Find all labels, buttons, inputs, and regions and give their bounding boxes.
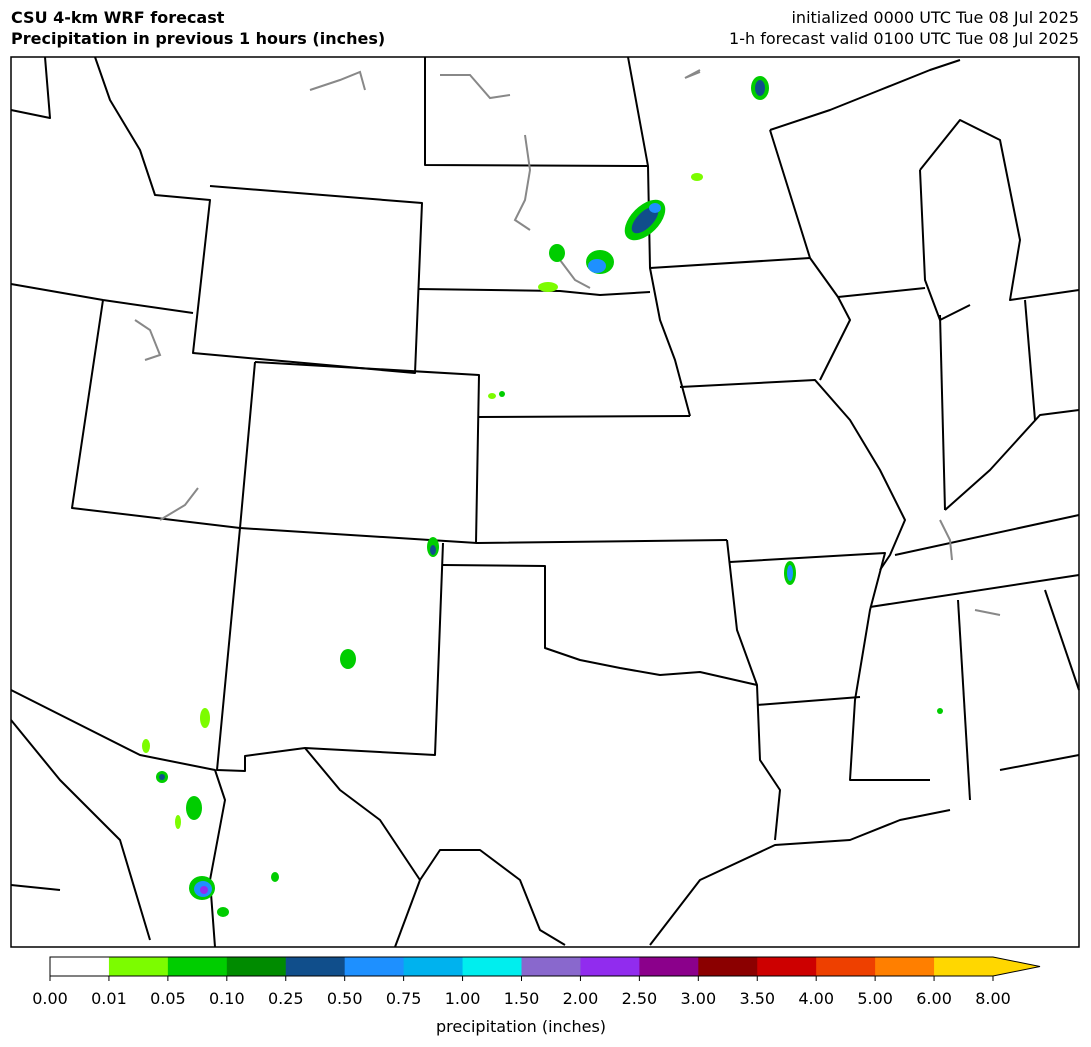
color-bin [403,957,464,976]
tick-label: 0.50 [327,989,363,1008]
subtitle: Precipitation in previous 1 hours (inche… [11,29,385,48]
color-bin [580,957,640,976]
colorbar-outline [49,956,1041,977]
colorbar: 0.00 0.01 0.05 0.10 0.25 0.50 0.75 1.00 1.50 2.00… [32,956,1041,1008]
tick-label: 0.05 [150,989,186,1008]
map [10,56,1080,948]
color-bin [285,957,346,976]
color-bin [816,957,876,976]
tick-label: 0.75 [386,989,422,1008]
tick-label: 3.00 [681,989,717,1008]
color-bin [462,957,522,976]
tick-label: 6.00 [916,989,952,1008]
tick-label: 0.01 [91,989,127,1008]
tick-label: 0.10 [209,989,245,1008]
color-bin [875,957,935,976]
lakes-rivers [134,69,1001,616]
tick-label: 3.50 [739,989,775,1008]
tick-label: 1.50 [504,989,540,1008]
color-bin [167,957,228,976]
color-bin [50,957,110,976]
tick-label: 2.50 [622,989,658,1008]
color-bin [226,957,287,976]
color-bin [639,957,699,976]
color-bin [521,957,581,976]
color-bin [108,957,169,976]
title: CSU 4-km WRF forecast [11,8,225,27]
tick-label: 2.00 [563,989,599,1008]
tick-label: 0.00 [32,989,68,1008]
extend-arrow [993,957,1040,976]
state-borders [10,56,1080,948]
tick-label: 0.25 [268,989,304,1008]
valid-time: 1-h forecast valid 0100 UTC Tue 08 Jul 2… [729,29,1079,48]
colorbar-label: precipitation (inches) [436,1017,606,1036]
init-time: initialized 0000 UTC Tue 08 Jul 2025 [791,8,1079,27]
tick-label: 8.00 [975,989,1011,1008]
precip [142,76,943,917]
color-bin [344,957,405,976]
tick-label: 5.00 [857,989,893,1008]
color-bin [934,957,994,976]
color-bin [757,957,817,976]
color-bin [698,957,758,976]
tick-label: 4.00 [798,989,834,1008]
tick-label: 1.00 [445,989,481,1008]
